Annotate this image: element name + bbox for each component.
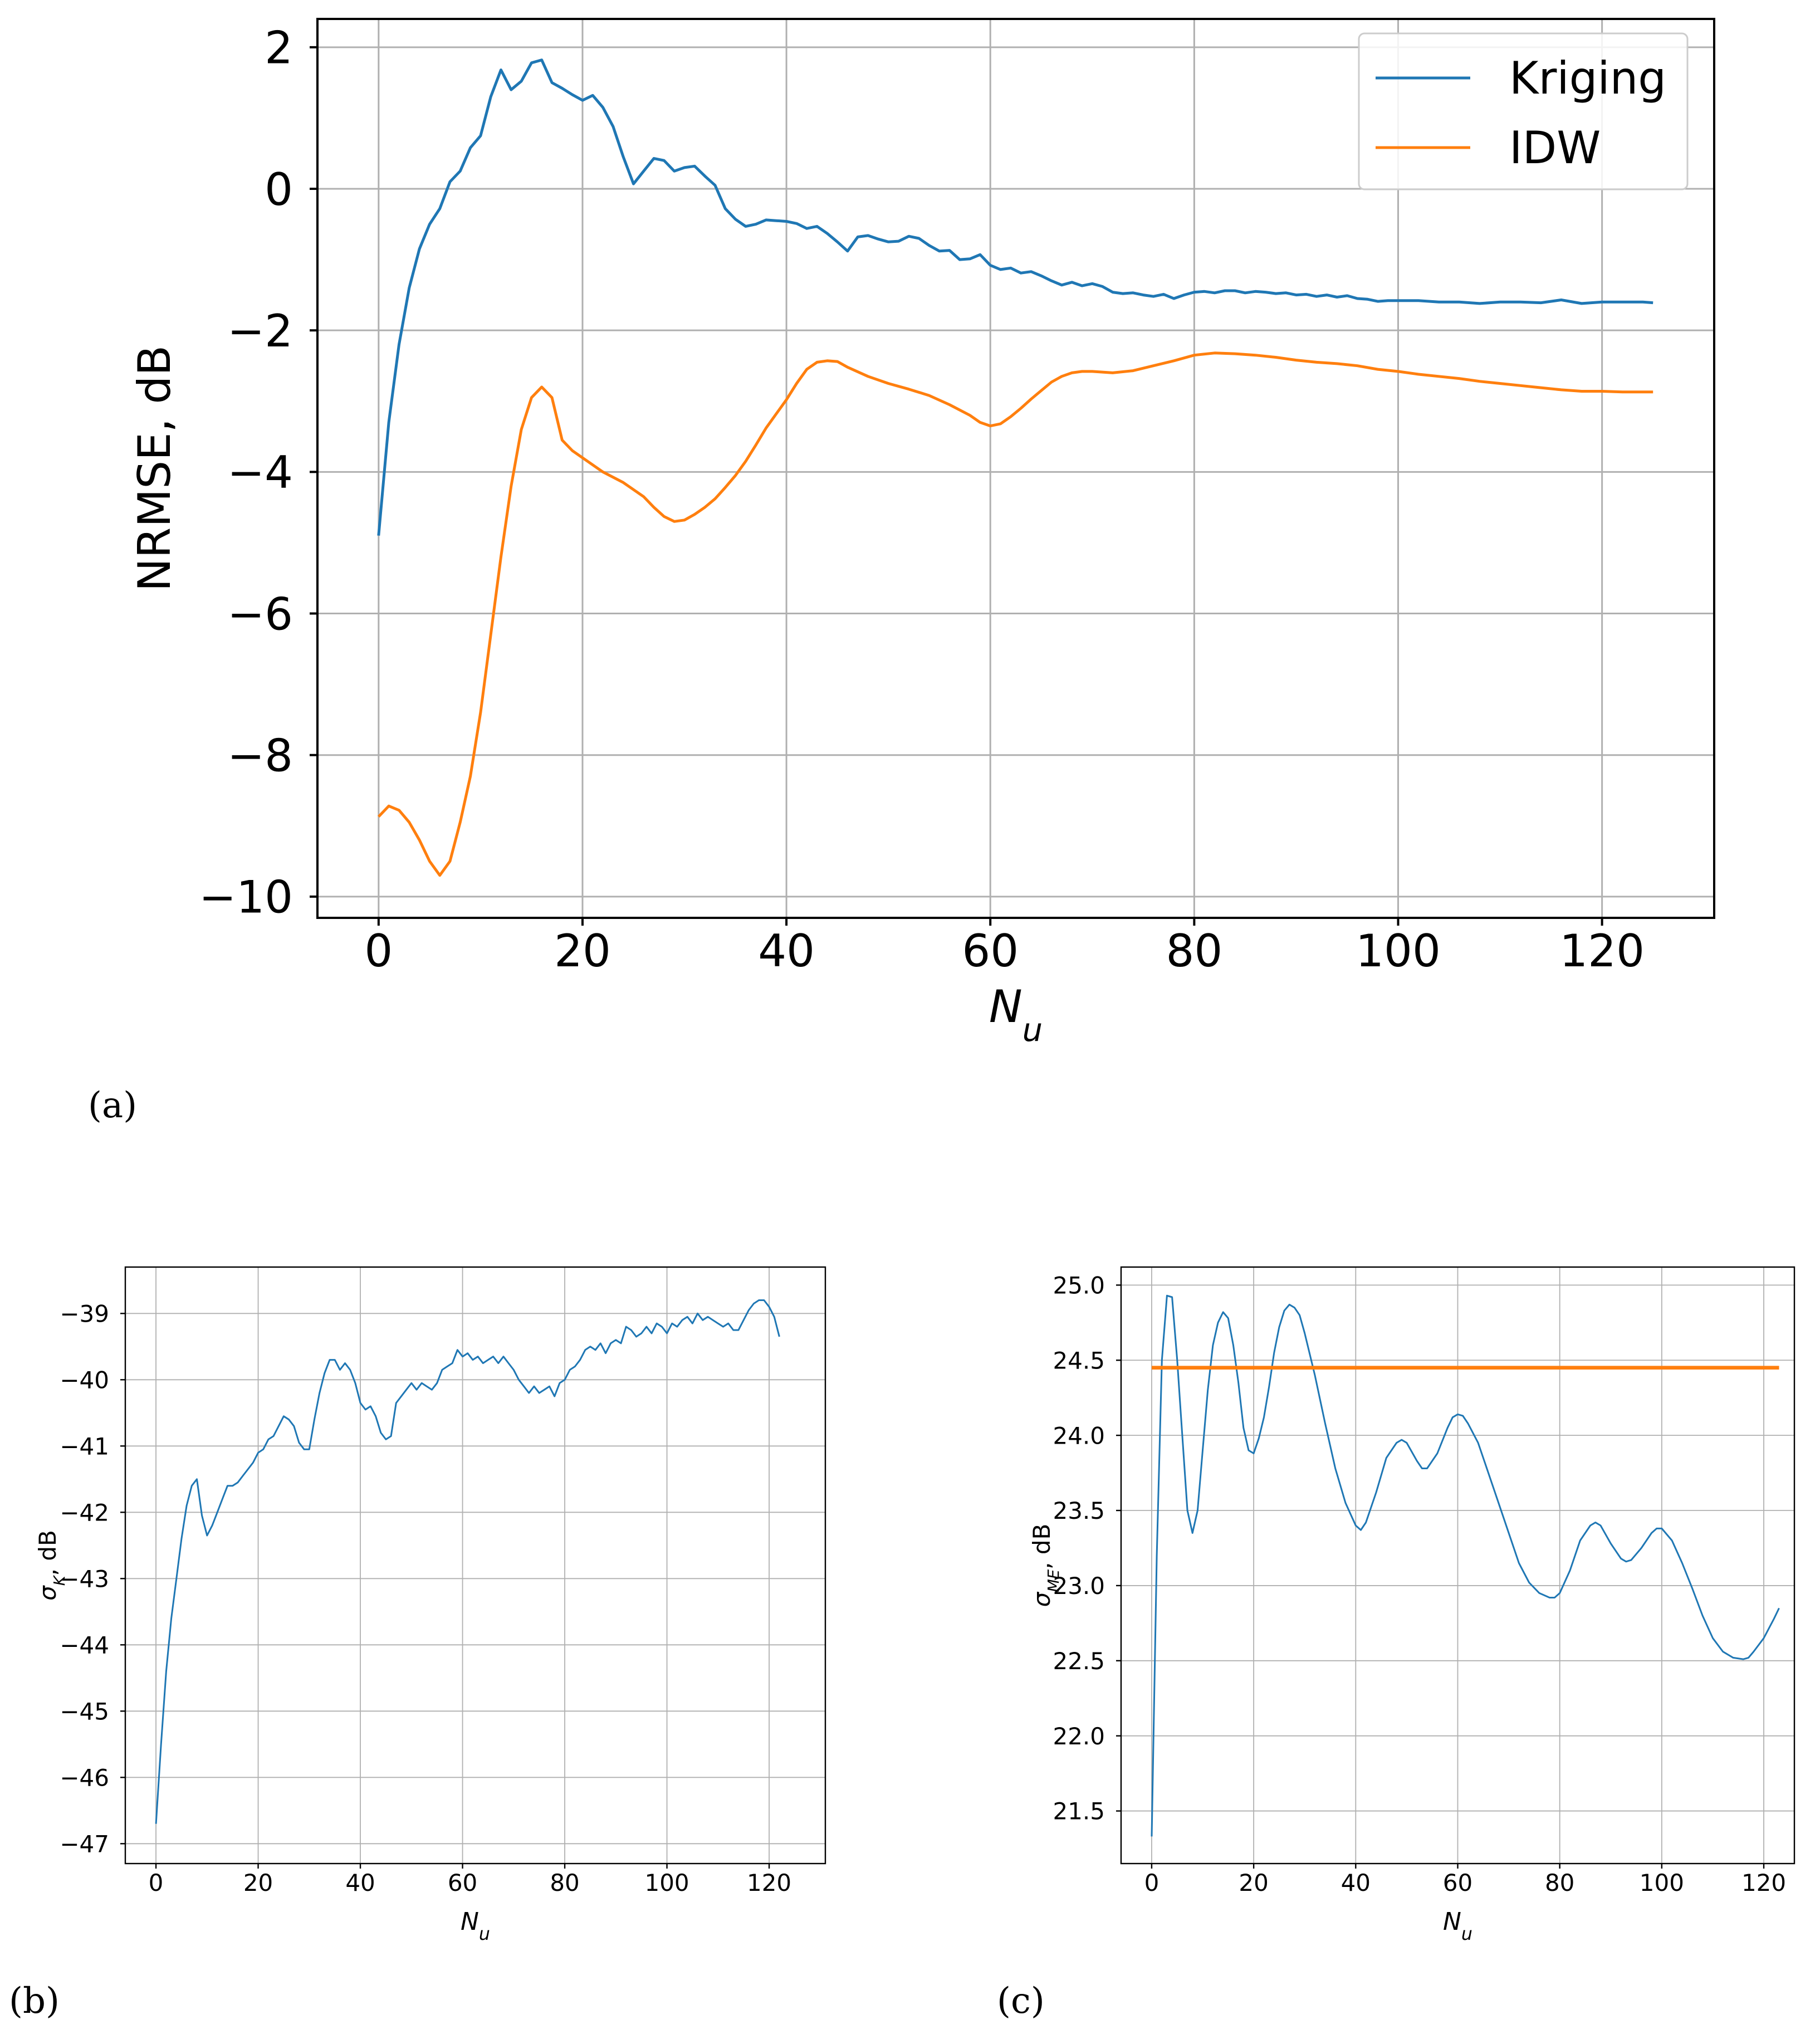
y-tick-label: −47 (60, 1830, 109, 1857)
y-tick-label: −4 (227, 447, 293, 498)
y-tick-label: 24.5 (1053, 1347, 1105, 1374)
y-tick-label: −46 (60, 1764, 109, 1791)
y-tick-label: −10 (199, 872, 293, 923)
y-tick-label: −39 (60, 1300, 109, 1327)
x-axis-label: Nu (1443, 1908, 1472, 1944)
x-tick-label: 100 (1640, 1869, 1684, 1896)
y-tick-label: 24.0 (1053, 1422, 1105, 1449)
axes-frame (316, 18, 1715, 919)
x-axis-label: Nu (989, 981, 1043, 1049)
legend-label-kriging: Kriging (1509, 52, 1666, 104)
y-tick-label: −44 (60, 1631, 109, 1659)
y-axis-label: σME, dB (1028, 1524, 1063, 1607)
legend-label-idw: IDW (1509, 122, 1601, 174)
x-tick-label: 80 (1166, 925, 1222, 977)
series-line-idw (377, 351, 1653, 877)
series-line-sigma-k (155, 1299, 780, 1824)
x-tick-label: 0 (1144, 1869, 1159, 1896)
x-tick-label: 40 (1341, 1869, 1371, 1896)
x-tick-label: 120 (1559, 925, 1645, 977)
y-tick-label: 21.5 (1053, 1798, 1105, 1825)
series-line-kriging (377, 58, 1653, 536)
caption-c: (c) (997, 1981, 1045, 2022)
y-tick-label: −40 (60, 1366, 109, 1393)
y-tick-label: 25.0 (1053, 1272, 1105, 1299)
y-tick-label: 22.5 (1053, 1647, 1105, 1675)
x-tick-label: 100 (1356, 925, 1441, 977)
x-tick-label: 20 (1239, 1869, 1268, 1896)
x-tick-label: 0 (364, 925, 393, 977)
x-tick-label: 20 (554, 925, 611, 977)
x-tick-label: 80 (1545, 1869, 1574, 1896)
y-tick-label: 22.0 (1053, 1723, 1105, 1750)
x-tick-label: 20 (243, 1869, 273, 1896)
y-tick-label: −42 (60, 1499, 109, 1526)
y-tick-label: −43 (60, 1565, 109, 1592)
y-axis-label: σK, dB (34, 1530, 69, 1601)
x-tick-label: 0 (149, 1869, 164, 1896)
y-tick-label: −2 (227, 305, 293, 357)
y-tick-label: −41 (60, 1432, 109, 1460)
x-tick-label: 60 (448, 1869, 477, 1896)
axes-frame (124, 1266, 826, 1865)
caption-b: (b) (9, 1981, 60, 2022)
panel-c-chart: 0 20 40 60 80 100 120 25.0 24.5 24.0 23.5 23.0 22.5 2… (1028, 1266, 1795, 1944)
y-tick-label: −6 (227, 588, 293, 640)
y-axis-label: NRMSE, dB (129, 345, 180, 591)
y-tick-label: −45 (60, 1698, 109, 1725)
x-tick-label: 80 (550, 1869, 579, 1896)
y-tick-label: 2 (265, 22, 293, 74)
x-tick-label: 60 (1443, 1869, 1472, 1896)
x-tick-label: 120 (747, 1869, 791, 1896)
caption-a: (a) (88, 1085, 138, 1126)
x-tick-label: 100 (644, 1869, 689, 1896)
panel-b-chart: 0 20 40 60 80 100 120 −39 −40 −41 −42 −43 −44 −45 −46 −… (34, 1266, 826, 1944)
x-axis-label: Nu (461, 1908, 490, 1944)
y-tick-label: 0 (265, 164, 293, 216)
x-tick-label: 40 (758, 925, 815, 977)
x-tick-label: 40 (345, 1869, 375, 1896)
series-line-sigma-me (1151, 1294, 1780, 1837)
x-tick-label: 120 (1741, 1869, 1786, 1896)
y-tick-label: 23.5 (1053, 1497, 1105, 1524)
legend-box (1358, 32, 1689, 190)
x-tick-label: 60 (962, 925, 1019, 977)
y-tick-label: −8 (227, 730, 293, 782)
y-tick-label: 23.0 (1053, 1572, 1105, 1600)
